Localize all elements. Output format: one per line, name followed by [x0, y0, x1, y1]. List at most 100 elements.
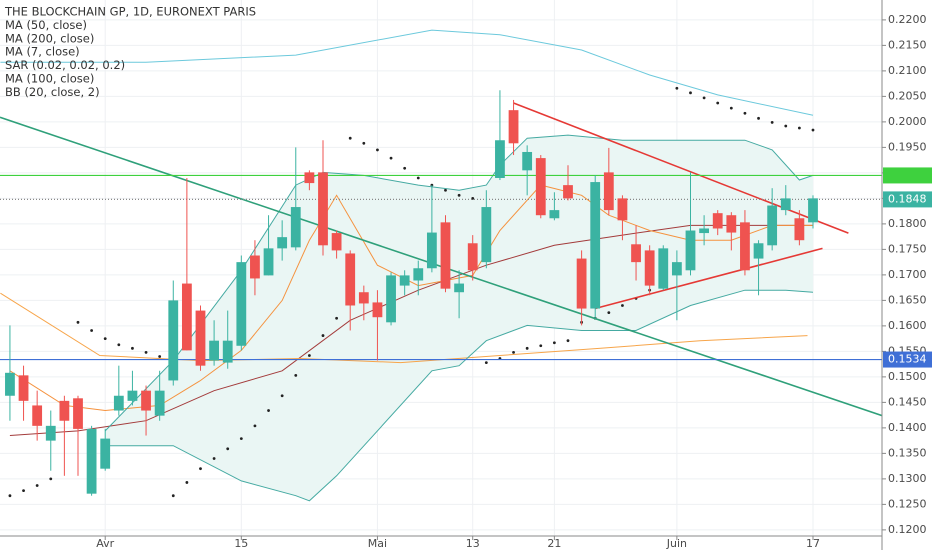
y-tick-label: 0.1950 [888, 140, 927, 153]
candle-body [127, 390, 138, 401]
y-tick-label: 0.1250 [888, 497, 927, 510]
candle-body [603, 172, 614, 211]
sar-dot [90, 329, 94, 332]
candle-body [767, 205, 778, 246]
sar-dot [444, 188, 447, 192]
candle-body [467, 243, 478, 271]
y-tick-label: 0.2200 [888, 13, 927, 26]
candle-body [590, 182, 601, 309]
candle-body [141, 390, 151, 411]
candle-body [576, 258, 587, 309]
x-tick-label: Mai [368, 537, 387, 550]
candle-body [277, 237, 288, 249]
price-tag [883, 167, 932, 184]
sar-dot [8, 494, 12, 498]
sar-dot [471, 196, 475, 200]
legend-entry: MA (100, close) [5, 72, 94, 86]
price-tag-label: 0.1848 [888, 192, 927, 205]
candle-body [331, 233, 342, 251]
sar-dot [539, 344, 543, 348]
candle-body [73, 398, 83, 429]
legend-entry: BB (20, close, 2) [5, 85, 100, 99]
sar-dot [525, 346, 529, 350]
candle-body [168, 300, 179, 381]
candle-body [794, 218, 805, 241]
candle-body [495, 140, 505, 178]
candle-body [18, 375, 29, 401]
trend-line [594, 247, 823, 310]
candle-body [549, 210, 560, 219]
sar-dot [811, 128, 815, 132]
sar-dot [171, 494, 175, 498]
y-tick-label: 0.1800 [888, 217, 927, 230]
x-tick-label: 13 [466, 537, 480, 550]
sar-dot [212, 457, 216, 460]
y-tick-label: 0.2050 [888, 89, 927, 102]
candle-body [671, 262, 682, 276]
y-tick-label: 0.1450 [888, 395, 927, 408]
sar-dot [716, 101, 720, 105]
sar-dot [621, 304, 624, 307]
candle-body [454, 283, 465, 293]
sar-dot [743, 111, 747, 115]
candle-body [699, 228, 710, 234]
x-tick-label: Avr [96, 537, 114, 550]
candle-body [32, 405, 43, 426]
y-tick-label: 0.1350 [888, 446, 927, 459]
axes: 0.1200 0.1250 0.1300 0.1350 0.1400 0.1450 0.15… [96, 13, 932, 550]
sar-dot [702, 96, 706, 100]
candle-body [685, 230, 696, 271]
candle-body [5, 372, 15, 396]
candle-body [113, 395, 124, 411]
price-tag-label: 0.1534 [888, 353, 927, 366]
sar-dot [770, 120, 774, 124]
price-tag [883, 351, 932, 368]
sar-dot [403, 166, 407, 170]
sar-dot [376, 148, 379, 152]
sar-dot [512, 351, 515, 354]
y-tick-label: 0.1700 [888, 268, 927, 281]
candle-body [808, 198, 818, 223]
sar-dot [131, 346, 134, 350]
sar-dot [321, 334, 325, 337]
y-tick-label: 0.1400 [888, 421, 927, 434]
sar-dot [49, 477, 53, 481]
trend-line [513, 102, 849, 234]
sar-dot [362, 141, 366, 145]
sar-dot [307, 354, 311, 357]
sar-dot [226, 447, 230, 451]
sar-dot [389, 156, 393, 160]
candle-body [753, 243, 764, 259]
sar-dot [757, 116, 760, 120]
sar-dot [253, 424, 257, 428]
y-tick-label: 0.2150 [888, 38, 927, 51]
candle-body [86, 428, 97, 494]
candle-body [658, 248, 669, 289]
candle-body [440, 222, 451, 289]
sar-dot [117, 343, 121, 347]
candle-body [481, 207, 492, 263]
candle-body [290, 207, 301, 248]
sar-dot [416, 176, 420, 180]
candle-body [508, 110, 519, 144]
candle-body [59, 400, 70, 421]
candle-body [563, 185, 573, 199]
sar-dot [280, 394, 284, 398]
candle-body [712, 213, 723, 229]
candle-body [631, 244, 641, 263]
legend-entry: MA (200, close) [5, 31, 94, 45]
plot-area [0, 29, 882, 502]
sar-dot [797, 126, 801, 130]
candle-body [345, 253, 356, 306]
sar-dot [729, 106, 733, 110]
candle-body [100, 438, 111, 469]
candle-body [181, 283, 192, 351]
sar-dot [784, 124, 788, 128]
legend-entry: MA (50, close) [5, 18, 87, 32]
sar-dot [158, 355, 162, 358]
y-tick-label: 0.1200 [888, 523, 927, 536]
sar-dot [267, 409, 270, 412]
y-tick-label: 0.1500 [888, 370, 927, 383]
sar-dot [22, 489, 25, 493]
